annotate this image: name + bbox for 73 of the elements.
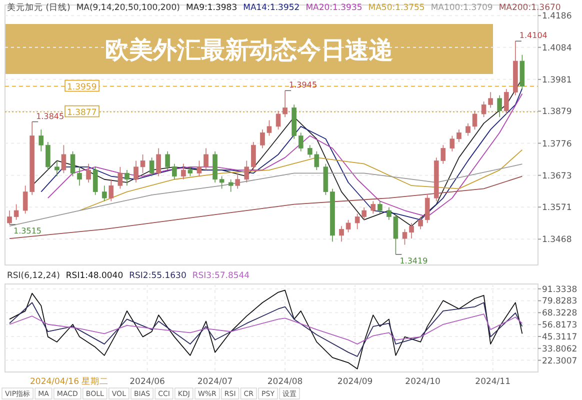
candlestick <box>298 132 304 152</box>
candlestick <box>7 210 12 225</box>
candlestick <box>181 163 186 180</box>
candlestick <box>14 204 19 220</box>
candlestick <box>339 226 344 242</box>
legend: MA(9,14,20,50,100,200) MA9:1.3983 MA14:1.3952 MA20:1.3935 MA50:1.3755 MA100:1.3709 MA200:1.3670 <box>76 3 561 13</box>
line-series <box>9 164 523 227</box>
y-tick-label: 1.3981 <box>542 75 572 86</box>
y-tick-label: 91.3338 <box>542 284 578 295</box>
annotation: 1.3945 <box>289 80 318 90</box>
candlestick <box>118 166 123 190</box>
line-series <box>9 290 523 370</box>
legend: RSI(6,12,24) RSI1:48.0040 RSI2:55.1630 RSI3:57.8544 <box>7 271 250 281</box>
y-tick-label: 56.8173 <box>542 320 578 331</box>
annotation: 1.4104 <box>519 31 548 40</box>
annotation: 1.3419 <box>400 256 428 266</box>
line-series <box>9 176 523 239</box>
candlestick <box>346 219 351 233</box>
candlestick <box>370 200 376 214</box>
candlestick <box>450 135 455 152</box>
ref-line-label: 1.3959 <box>67 82 97 92</box>
y-tick-label: 1.4186 <box>542 12 572 22</box>
candlestick <box>244 160 250 183</box>
candlestick <box>156 148 161 177</box>
ref-line-label: 1.3877 <box>67 108 97 118</box>
candlestick <box>124 170 130 186</box>
candlestick <box>424 194 430 224</box>
x-tick-label: 2024/10 <box>405 377 440 387</box>
candlestick <box>497 94 502 118</box>
line-series <box>9 314 523 344</box>
candlestick <box>251 142 256 170</box>
x-tick-label: 2024/06 <box>130 377 165 387</box>
candlestick <box>378 200 382 214</box>
annotation: 1.3845 <box>36 112 64 121</box>
candlestick <box>235 172 240 190</box>
candlestick <box>61 144 66 174</box>
candlestick <box>54 160 60 177</box>
candlestick <box>456 129 462 142</box>
candlestick <box>228 178 234 192</box>
y-tick-label: 1.3673 <box>542 171 572 182</box>
candlestick <box>149 157 154 177</box>
x-tick-label: 2024/09 <box>337 377 373 387</box>
candlestick <box>418 216 423 230</box>
y-tick-label: 1.4084 <box>542 43 572 54</box>
candlestick <box>86 163 91 183</box>
candlestick <box>108 178 114 202</box>
annotation: 1.3515 <box>14 226 42 236</box>
candlestick <box>92 166 98 196</box>
x-tick-label: 2024/07 <box>197 377 233 387</box>
annotation: 美元加元 (日线) <box>7 2 70 13</box>
y-tick-label: 45.3117 <box>542 332 578 342</box>
y-tick-label: 22.3007 <box>542 356 578 366</box>
y-tick-label: 1.3571 <box>542 203 572 214</box>
y-tick-label: 79.8283 <box>542 296 578 307</box>
y-tick-label: 1.3776 <box>542 139 572 150</box>
line-series <box>79 149 523 211</box>
candlestick <box>504 88 509 114</box>
text: 欧美外汇最新动态今日速递 <box>105 36 393 64</box>
candlestick <box>165 150 170 170</box>
candlestick <box>46 142 50 170</box>
candlestick <box>219 176 224 190</box>
y-tick-label: 1.3879 <box>542 107 572 118</box>
y-tick-label: 68.3228 <box>542 308 578 319</box>
line-series <box>9 302 523 357</box>
candlestick <box>102 185 107 202</box>
y-tick-label: 1.3468 <box>542 235 572 246</box>
text: 2024/04/16 星期二 <box>30 376 109 387</box>
candlestick <box>172 163 177 180</box>
x-tick-label: 2024/08 <box>267 377 303 387</box>
x-tick-label: 2024/11 <box>475 377 510 387</box>
candlestick <box>188 166 193 177</box>
y-tick-label: 33.8062 <box>542 344 578 354</box>
candlestick <box>38 129 44 152</box>
